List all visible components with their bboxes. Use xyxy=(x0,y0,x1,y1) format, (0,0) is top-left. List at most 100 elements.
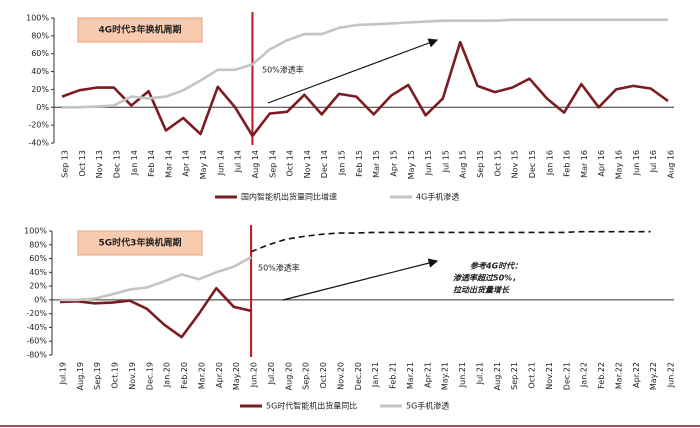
x-tick-label: Jul.21 xyxy=(475,362,484,385)
x-tick-label: Jun 15 xyxy=(424,150,433,176)
x-tick-label: Mar 16 xyxy=(580,150,589,178)
x-tick-label: May.22 xyxy=(649,362,658,390)
x-tick-label: Nov.20 xyxy=(336,362,345,390)
x-tick-label: Nov.21 xyxy=(545,362,554,390)
x-tick-label: Apr 14 xyxy=(182,150,191,177)
legend-label: 5G手机渗透 xyxy=(406,401,449,411)
x-tick-label: Jun 16 xyxy=(632,150,641,176)
x-tick-label: Jan 15 xyxy=(338,150,347,176)
x-tick-label: Jan.20 xyxy=(163,362,172,388)
trend-arrow xyxy=(282,258,439,301)
x-tick-label: Apr 16 xyxy=(597,150,606,177)
x-tick-label: Mar.21 xyxy=(406,362,415,389)
annotation: 50%渗透率 xyxy=(262,65,304,75)
series-line xyxy=(62,18,668,109)
x-tick-label: Dec 15 xyxy=(528,150,537,178)
note: 参考4G时代： xyxy=(470,262,522,271)
y-tick-label: 0% xyxy=(36,103,49,112)
x-tick-label: Jun.22 xyxy=(667,362,676,388)
y-tick-label: 40% xyxy=(29,268,47,277)
x-tick-label: Sep.19 xyxy=(93,362,102,390)
note: 渗透率超过50%， xyxy=(453,274,520,283)
x-tick-label: Aug.20 xyxy=(284,362,293,390)
x-tick-label: Nov 15 xyxy=(511,150,520,178)
x-tick-label: Jul.19 xyxy=(59,362,68,385)
x-tick-label: Oct 13 xyxy=(78,150,87,177)
x-tick-label: Dec.21 xyxy=(562,362,571,390)
x-tick-label: Oct 15 xyxy=(493,150,502,177)
x-tick-label: Jun.20 xyxy=(250,362,259,388)
y-tick-label: -60% xyxy=(26,337,47,346)
x-tick-label: Feb 14 xyxy=(147,150,156,177)
series-line xyxy=(60,256,252,302)
x-tick-label: May 15 xyxy=(407,150,416,179)
x-tick-label: Aug.21 xyxy=(493,362,502,390)
y-tick-label: 20% xyxy=(31,85,49,94)
y-tick-label: -40% xyxy=(26,323,47,332)
x-tick-label: Apr.22 xyxy=(632,362,641,388)
x-tick-label: Sep.20 xyxy=(302,362,311,390)
x-tick-label: May.20 xyxy=(232,362,241,390)
y-tick-label: 20% xyxy=(29,282,47,291)
x-tick-label: Dec 14 xyxy=(320,150,329,178)
y-tick-label: 100% xyxy=(24,227,47,236)
x-tick-label: Mar 14 xyxy=(164,150,173,178)
x-tick-label: Jan.21 xyxy=(371,362,380,388)
legend-label: 5G时代智能机出货量同比 xyxy=(266,401,357,411)
series-line xyxy=(250,230,651,253)
x-tick-label: Apr 15 xyxy=(389,150,398,177)
y-tick-label: -40% xyxy=(28,139,49,148)
y-tick-label: 100% xyxy=(26,14,49,23)
x-tick-label: Nov 13 xyxy=(95,150,104,178)
x-tick-label: Feb 16 xyxy=(563,150,572,177)
x-tick-label: Dec 13 xyxy=(112,150,121,178)
chart-title: 5G时代3年换机周期 xyxy=(99,237,182,249)
x-tick-label: Nov.19 xyxy=(128,362,137,390)
x-tick-label: Jun.21 xyxy=(458,362,467,388)
x-tick-label: Feb.22 xyxy=(597,362,606,389)
note: 拉动出货量增长 xyxy=(453,286,510,295)
x-tick-label: Aug 16 xyxy=(667,150,676,178)
x-tick-label: Sep 13 xyxy=(61,150,70,178)
x-tick-label: Feb 15 xyxy=(355,150,364,177)
y-tick-label: 40% xyxy=(31,67,49,76)
x-tick-label: Mar 15 xyxy=(372,150,381,178)
x-tick-label: Dec.20 xyxy=(354,362,363,390)
x-tick-label: Jul 14 xyxy=(234,150,243,173)
x-tick-label: Sep.21 xyxy=(510,362,519,390)
x-tick-label: Jan 14 xyxy=(130,150,139,176)
title-box xyxy=(77,230,203,256)
x-tick-label: Mar.20 xyxy=(197,362,206,389)
x-tick-label: Apr.20 xyxy=(215,362,224,388)
y-tick-label: 80% xyxy=(31,31,49,40)
x-tick-label: Jun 14 xyxy=(216,150,225,176)
y-tick-label: 60% xyxy=(31,49,49,58)
y-tick-label: -80% xyxy=(26,351,47,360)
trend-arrow xyxy=(267,38,439,104)
legend-label: 4G手机渗透 xyxy=(416,192,459,202)
x-tick-label: Oct 14 xyxy=(286,150,295,177)
x-tick-label: May.21 xyxy=(441,362,450,390)
y-tick-label: 0% xyxy=(34,295,47,304)
x-tick-label: Jul 15 xyxy=(441,150,450,173)
x-tick-label: Aug 15 xyxy=(459,150,468,178)
x-tick-label: Jan 16 xyxy=(545,150,554,176)
x-tick-label: Nov 14 xyxy=(303,150,312,178)
title-box xyxy=(77,17,203,43)
y-tick-label: -20% xyxy=(28,121,49,130)
y-tick-label: 60% xyxy=(29,254,47,263)
series-line xyxy=(59,286,252,339)
x-tick-label: Aug 14 xyxy=(251,150,260,178)
x-tick-label: Aug.19 xyxy=(76,362,85,390)
x-tick-label: Jan.22 xyxy=(580,362,589,388)
x-tick-label: Oct.21 xyxy=(528,362,537,389)
series-line xyxy=(61,40,669,138)
y-tick-label: 80% xyxy=(29,240,47,249)
x-tick-label: Sep 14 xyxy=(268,150,277,178)
x-tick-label: Mar.22 xyxy=(614,362,623,389)
x-tick-label: May 16 xyxy=(615,150,624,179)
x-tick-label: Apr.21 xyxy=(423,362,432,388)
y-tick-label: -20% xyxy=(26,309,47,318)
x-tick-label: Jul 16 xyxy=(649,150,658,173)
